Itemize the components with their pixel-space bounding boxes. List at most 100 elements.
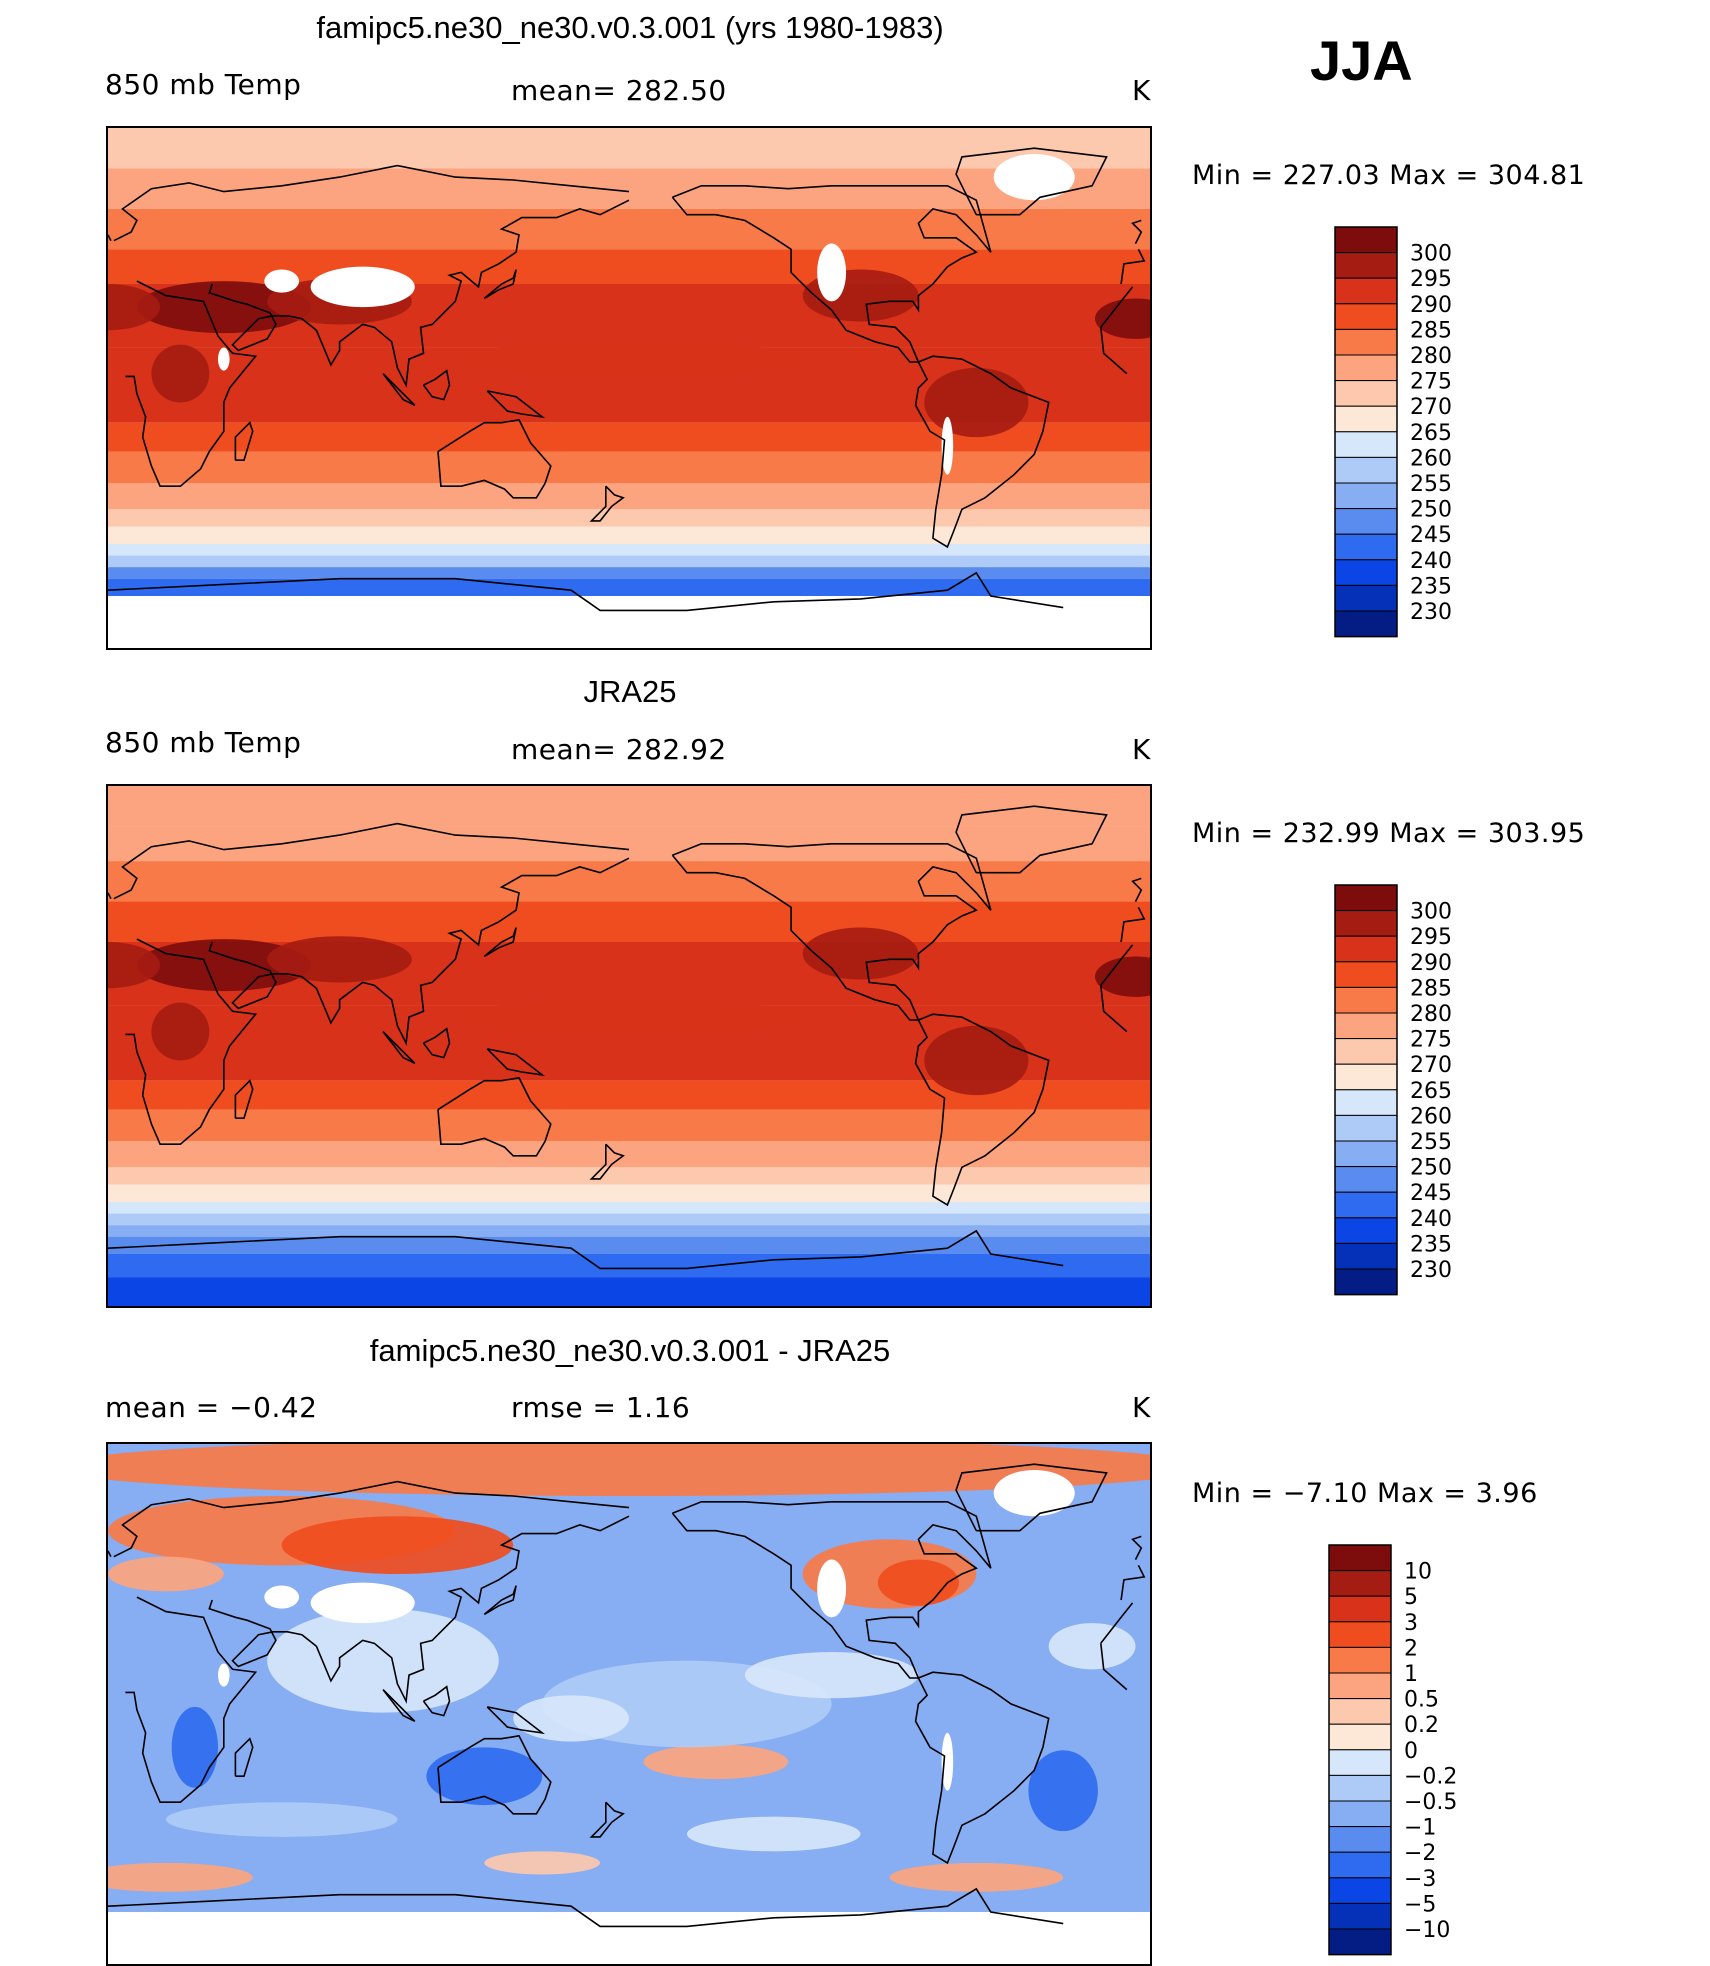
colorbar-box — [1334, 1038, 1398, 1065]
colorbar-svg: 3002952902852802752702652602552502452402… — [1334, 226, 1452, 638]
difference-region — [171, 1706, 218, 1788]
warm-anomaly-region — [1095, 298, 1150, 339]
colorbar-tick-label: 2 — [1404, 1636, 1418, 1661]
temperature-band — [108, 901, 1150, 942]
temperature-band — [108, 483, 1150, 510]
colorbar-box — [1334, 610, 1398, 638]
panel1-map-svg — [108, 128, 1150, 648]
difference-region — [1048, 1623, 1136, 1670]
temperature-band — [108, 786, 1150, 827]
coastline — [234, 421, 254, 462]
warm-anomaly-region — [267, 936, 412, 983]
difference-region — [643, 1744, 789, 1780]
colorbar-box — [1334, 482, 1398, 510]
colorbar-tick-label: 3 — [1404, 1611, 1418, 1636]
coastline — [1100, 327, 1128, 375]
colorbar-box — [1328, 1621, 1392, 1648]
coastline — [234, 1079, 254, 1120]
coastline — [1100, 1643, 1128, 1691]
colorbar-tick-label: −3 — [1404, 1867, 1436, 1892]
colorbar-box — [1334, 884, 1398, 912]
coastline — [208, 857, 630, 1046]
coastline — [108, 1887, 1064, 1928]
colorbar-tick-label: 280 — [1410, 344, 1452, 369]
colorbar-box — [1328, 1698, 1392, 1725]
colorbar-tick-label: −0.5 — [1404, 1790, 1457, 1815]
colorbar-tick-label: 0.5 — [1404, 1688, 1439, 1713]
temperature-band — [108, 451, 1150, 484]
difference-region — [426, 1747, 543, 1806]
coastline — [955, 1463, 1108, 1532]
coastline — [382, 1689, 416, 1723]
colorbar-box — [1328, 1851, 1392, 1879]
coastline — [483, 927, 517, 958]
temperature-band — [108, 168, 1150, 209]
colorbar-tick-label: 265 — [1410, 421, 1452, 446]
colorbar-tick-label: −0.2 — [1404, 1764, 1457, 1789]
colorbar-tick-label: 245 — [1410, 523, 1452, 548]
colorbar-tick-label: 240 — [1410, 549, 1452, 574]
colorbar-tick-label: 300 — [1410, 242, 1452, 267]
missing-data-mask — [108, 1912, 1150, 1964]
coastline — [113, 822, 630, 900]
coastline — [1131, 219, 1143, 244]
coastline — [108, 1550, 112, 1558]
colorbar-box — [1328, 1723, 1392, 1751]
temperature-band — [108, 509, 1150, 527]
colorbar-box — [1328, 1877, 1392, 1904]
colorbar-box — [1334, 354, 1398, 382]
panel3-minmax: Min = −7.10 Max = 3.96 — [1192, 1478, 1538, 1509]
colorbar-box — [1334, 456, 1398, 484]
panel1-units: K — [1132, 74, 1151, 107]
panel3-map-svg — [108, 1444, 1150, 1964]
missing-data-mask — [993, 154, 1075, 201]
colorbar-box — [1334, 226, 1398, 254]
colorbar-box — [1334, 1217, 1398, 1244]
coastline — [422, 1685, 451, 1717]
coastline — [1100, 286, 1134, 328]
panel2-mean-label: mean= 282.92 — [511, 733, 727, 766]
colorbar-tick-label: 265 — [1410, 1079, 1452, 1104]
coastline — [589, 1143, 625, 1180]
coastline — [486, 390, 546, 419]
panel2-minmax: Min = 232.99 Max = 303.95 — [1192, 818, 1586, 849]
colorbar-box — [1328, 1749, 1392, 1776]
coastline — [1131, 877, 1143, 902]
coastline — [1100, 985, 1128, 1033]
colorbar-tick-label: 5 — [1404, 1585, 1418, 1610]
coastline — [108, 1229, 1064, 1270]
colorbar-box — [1328, 1672, 1392, 1700]
colorbar-box — [1328, 1774, 1392, 1802]
colorbar-box — [1334, 1191, 1398, 1219]
difference-region — [108, 1862, 253, 1892]
colorbar-box — [1334, 986, 1398, 1014]
panel2-title: JRA25 — [583, 674, 677, 709]
panel3-colorbar: 10 5 3 2 1 0.5 0.2 0 −0.2 −0.5 −1 −2 −3 −5 −10 — [1328, 1544, 1500, 1958]
colorbar-tick-label: 280 — [1410, 1002, 1452, 1027]
colorbar-box — [1334, 508, 1398, 535]
coastline — [437, 1076, 552, 1157]
warm-anomaly-region — [924, 367, 1029, 438]
missing-data-mask — [264, 1585, 300, 1609]
colorbar-tick-label: 260 — [1410, 1104, 1452, 1129]
coastline — [483, 269, 517, 300]
coastline — [437, 1734, 552, 1815]
colorbar-box — [1328, 1646, 1392, 1674]
difference-region — [108, 1444, 1150, 1496]
colorbar-tick-label: 290 — [1410, 293, 1452, 318]
missing-data-mask — [264, 269, 300, 293]
colorbar-box — [1334, 559, 1398, 586]
panel2-variable-label: 850 mb Temp — [105, 726, 302, 759]
colorbar-tick-label: 10 — [1404, 1560, 1432, 1585]
coastline — [486, 1048, 546, 1077]
coastline — [208, 199, 630, 388]
coastline — [125, 1596, 258, 1804]
colorbar-tick-label: 275 — [1410, 1028, 1452, 1053]
difference-region — [484, 1851, 601, 1875]
coastline — [483, 1585, 517, 1616]
temperature-band — [108, 544, 1150, 556]
coastline — [1120, 1564, 1146, 1601]
difference-region — [513, 1695, 629, 1742]
coastline — [1120, 906, 1146, 943]
colorbar-box — [1334, 1114, 1398, 1142]
